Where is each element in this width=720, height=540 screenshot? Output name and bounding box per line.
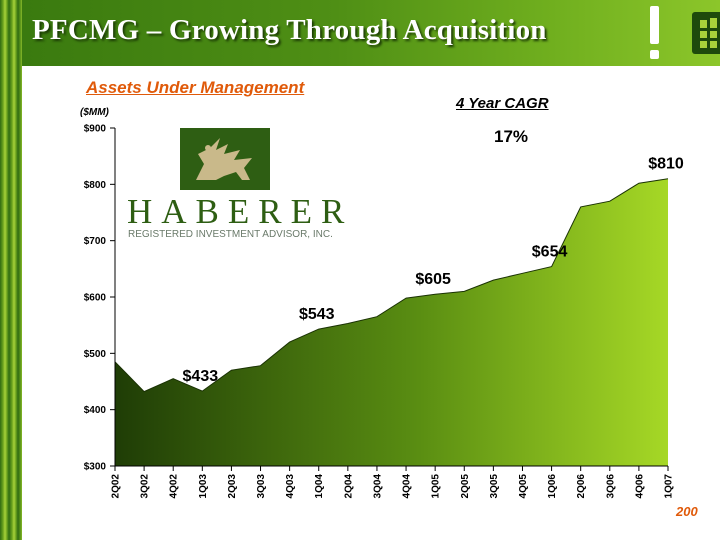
x-tick-label: 1Q03 [198,474,209,499]
y-axis-unit-label: ($MM) [80,107,109,118]
exclamation-icon [648,6,662,60]
x-tick-label: 2Q06 [576,474,587,499]
left-decorative-bar [0,0,22,540]
page-title: PFCMG – Growing Through Acquisition [32,14,547,46]
data-label: $654 [532,244,568,261]
x-tick-label: 1Q05 [431,474,442,499]
x-tick-label: 4Q03 [285,474,296,499]
x-tick-label: 3Q03 [256,474,267,499]
data-label: $810 [648,156,684,173]
section-title: Assets Under Management [86,78,305,97]
x-tick-label: 3Q05 [489,474,500,499]
data-label: $605 [415,271,451,288]
haberer-logo [124,124,334,242]
x-tick-label: 1Q06 [547,474,558,499]
header-banner: PFCMG – Growing Through Acquisition [22,0,720,66]
y-tick-label: $600 [84,293,107,304]
y-tick-label: $300 [84,462,107,473]
x-tick-label: 4Q02 [169,474,180,499]
logo-name: HABERER [127,192,354,231]
x-tick-label: 4Q04 [402,474,413,499]
area-series [115,178,668,466]
cagr-label: 4 Year CAGR [456,95,549,112]
company-logo-icon [692,12,720,54]
x-tick-label: 1Q04 [314,474,325,499]
x-tick-label: 2Q02 [111,474,122,499]
x-tick-label: 4Q06 [634,474,645,499]
area-series-outline [114,178,669,393]
page-number: 200 [676,504,698,519]
y-tick-label: $500 [84,349,107,360]
y-tick-label: $900 [84,124,107,135]
y-tick-label: $700 [84,236,107,247]
griffin-emblem-icon [180,128,270,190]
cagr-value: 17% [494,127,529,146]
data-label: $433 [183,368,219,385]
logo-tagline: REGISTERED INVESTMENT ADVISOR, INC. [128,229,333,240]
y-tick-label: $400 [84,405,107,416]
x-tick-label: 2Q03 [227,474,238,499]
y-tick-label: $800 [84,180,107,191]
x-tick-label: 2Q05 [460,474,471,499]
x-tick-label: 1Q07 [664,474,675,499]
data-label: $543 [299,306,335,323]
x-tick-label: 3Q04 [372,474,383,499]
x-tick-label: 2Q04 [343,474,354,499]
x-tick-label: 3Q06 [605,474,616,499]
x-tick-label: 3Q02 [140,474,151,499]
x-tick-label: 4Q05 [518,474,529,499]
